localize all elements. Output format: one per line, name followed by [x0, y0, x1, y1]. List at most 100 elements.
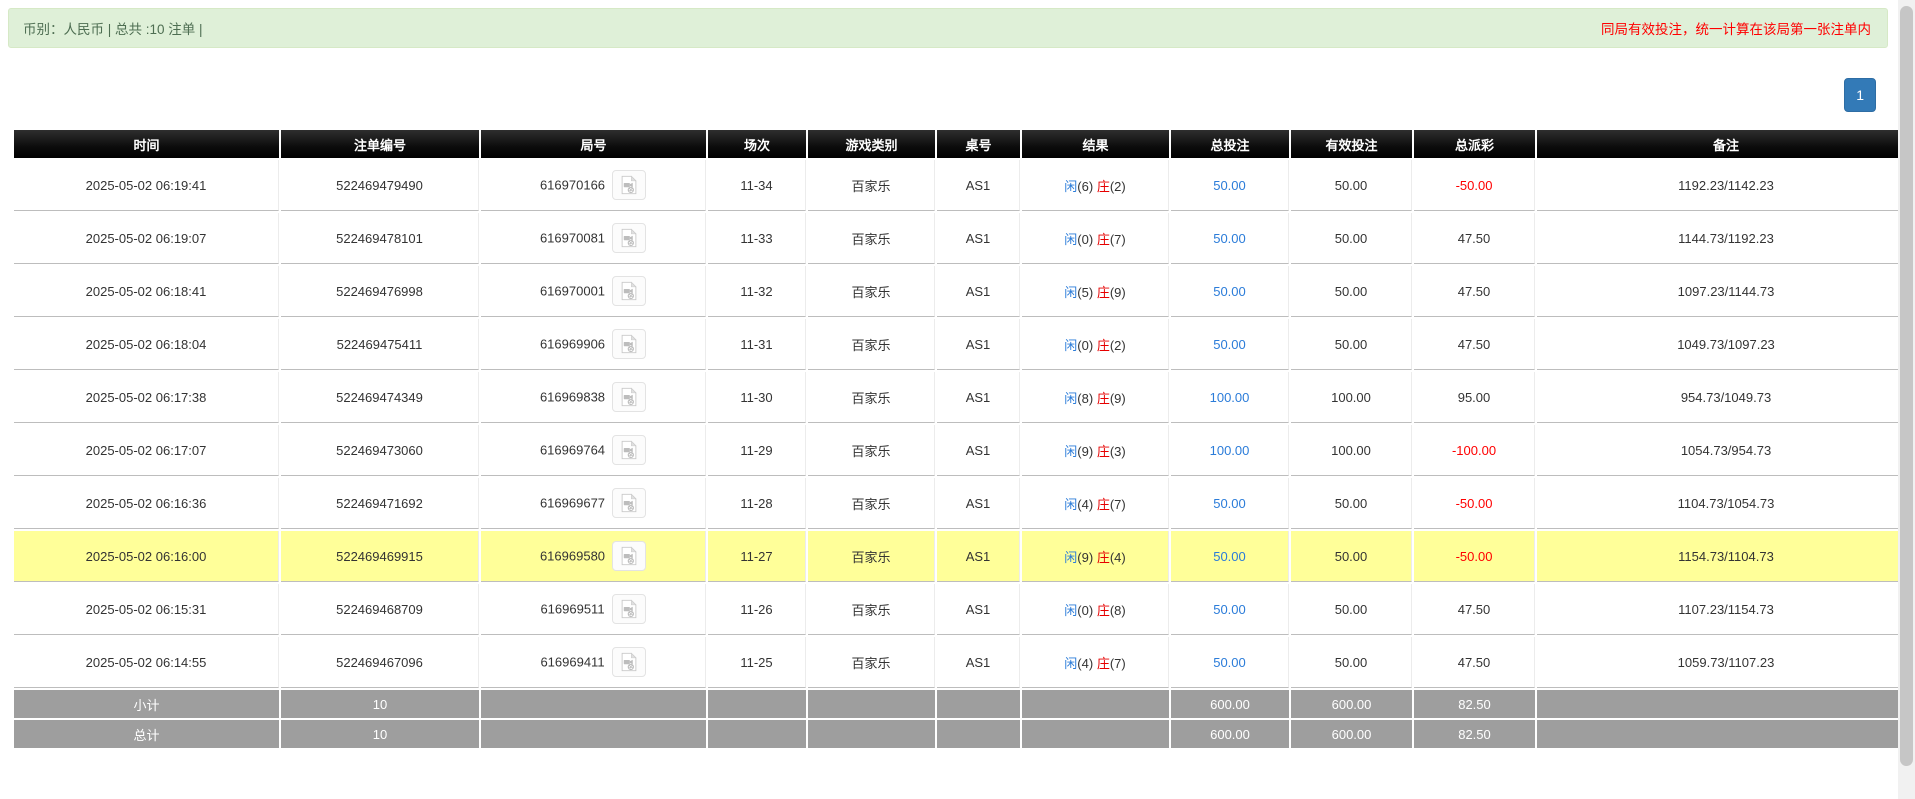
page-1-button[interactable]: 1: [1844, 78, 1876, 112]
result-banker-points: (9): [1109, 390, 1126, 406]
result-banker: 庄: [1096, 231, 1110, 247]
video-file-icon: [618, 439, 640, 461]
payout-cell: -100.00: [1414, 425, 1535, 476]
table-no-cell: AS1: [937, 319, 1020, 370]
game-type-cell: 百家乐: [808, 478, 935, 529]
video-file-icon: [618, 545, 640, 567]
result-banker: 庄: [1096, 443, 1110, 459]
time-cell: 2025-05-02 06:18:04: [14, 319, 279, 370]
round-id: 616969838: [539, 389, 606, 405]
result-player-points: (8): [1077, 390, 1094, 406]
payout-cell: 47.50: [1414, 213, 1535, 264]
currency-total-summary: 币别：人民币 | 总共 :10 注单 |: [23, 22, 203, 37]
result-player: 闲: [1064, 496, 1078, 512]
table-row: 2025-05-02 06:19:41 522469479490 6169701…: [14, 160, 1915, 211]
video-replay-button[interactable]: [612, 276, 647, 306]
video-file-icon: [618, 227, 640, 249]
game-type-cell: 百家乐: [808, 425, 935, 476]
subtotal-row: 小计 10 600.00 600.00 82.50: [14, 690, 1915, 718]
column-header-remark: 备注: [1537, 130, 1915, 158]
result-cell: 闲(0) 庄(2): [1022, 319, 1169, 370]
column-header-total-bet: 总投注: [1171, 130, 1289, 158]
round-cell: 616970081: [481, 213, 706, 264]
table-header: 时间 注单编号 局号 场次 游戏类别 桌号 结果 总投注 有效投注 总派彩 备注: [14, 130, 1915, 158]
video-replay-button[interactable]: [612, 435, 647, 465]
table-no-cell: AS1: [937, 584, 1020, 635]
payout-cell: -50.00: [1414, 160, 1535, 211]
result-cell: 闲(4) 庄(7): [1022, 637, 1169, 688]
subtotal-label: 小计: [14, 690, 279, 718]
table-row: 2025-05-02 06:14:55 522469467096 6169694…: [14, 637, 1915, 688]
video-replay-button[interactable]: [612, 223, 647, 253]
column-header-bet-id: 注单编号: [281, 130, 479, 158]
valid-bet-cell: 50.00: [1291, 637, 1412, 688]
video-replay-button[interactable]: [612, 170, 647, 200]
round-id: 616969580: [539, 548, 606, 564]
round-cell: 616969580: [481, 531, 706, 582]
game-type-cell: 百家乐: [808, 372, 935, 423]
total-empty-result: [1022, 720, 1169, 748]
result-player: 闲: [1064, 284, 1078, 300]
valid-bet-cell: 50.00: [1291, 531, 1412, 582]
subtotal-empty-result: [1022, 690, 1169, 718]
result-player: 闲: [1064, 390, 1078, 406]
video-replay-button[interactable]: [612, 329, 647, 359]
total-valid-bet: 600.00: [1291, 720, 1412, 748]
result-player: 闲: [1064, 549, 1078, 565]
time-cell: 2025-05-02 06:16:36: [14, 478, 279, 529]
subtotal-total-bet: 600.00: [1171, 690, 1289, 718]
round-id: 616969511: [540, 601, 605, 617]
subtotal-valid-bet: 600.00: [1291, 690, 1412, 718]
payout-cell: 95.00: [1414, 372, 1535, 423]
video-file-icon: [618, 386, 640, 408]
valid-bet-cell: 50.00: [1291, 478, 1412, 529]
bet-id-cell: 522469468709: [281, 584, 479, 635]
round-id: 616969764: [539, 442, 606, 458]
remark-cell: 1107.23/1154.73: [1537, 584, 1915, 635]
result-cell: 闲(0) 庄(8): [1022, 584, 1169, 635]
video-replay-button[interactable]: [612, 541, 647, 571]
result-cell: 闲(0) 庄(7): [1022, 213, 1169, 264]
table-no-cell: AS1: [937, 160, 1020, 211]
result-cell: 闲(5) 庄(9): [1022, 266, 1169, 317]
bet-id-cell: 522469478101: [281, 213, 479, 264]
table-row: 2025-05-02 06:15:31 522469468709 6169695…: [14, 584, 1915, 635]
session-cell: 11-25: [708, 637, 806, 688]
vertical-scrollbar[interactable]: [1898, 0, 1915, 799]
video-replay-button[interactable]: [611, 647, 646, 677]
payout-cell: 47.50: [1414, 319, 1535, 370]
remark-cell: 1154.73/1104.73: [1537, 531, 1915, 582]
bet-id-cell: 522469469915: [281, 531, 479, 582]
result-player-points: (0): [1077, 602, 1094, 618]
settlement-note: 同局有效投注，统一计算在该局第一张注单内: [1601, 22, 1871, 37]
video-replay-button[interactable]: [612, 382, 647, 412]
result-player-points: (0): [1077, 337, 1094, 353]
total-bet-cell: 50.00: [1171, 637, 1289, 688]
game-type-cell: 百家乐: [808, 584, 935, 635]
result-banker: 庄: [1096, 655, 1110, 671]
result-cell: 闲(6) 庄(2): [1022, 160, 1169, 211]
total-bet-cell: 100.00: [1171, 425, 1289, 476]
round-cell: 616970166: [481, 160, 706, 211]
round-cell: 616969677: [481, 478, 706, 529]
result-banker-points: (8): [1109, 602, 1126, 618]
column-header-payout: 总派彩: [1414, 130, 1535, 158]
total-payout: 82.50: [1414, 720, 1535, 748]
bet-id-cell: 522469467096: [281, 637, 479, 688]
payout-cell: -50.00: [1414, 478, 1535, 529]
round-id: 616970166: [539, 177, 606, 193]
total-bet-cell: 50.00: [1171, 584, 1289, 635]
game-type-cell: 百家乐: [808, 319, 935, 370]
bet-id-cell: 522469474349: [281, 372, 479, 423]
result-player: 闲: [1064, 602, 1078, 618]
video-replay-button[interactable]: [611, 594, 646, 624]
remark-cell: 1097.23/1144.73: [1537, 266, 1915, 317]
time-cell: 2025-05-02 06:18:41: [14, 266, 279, 317]
round-id: 616969906: [539, 336, 606, 352]
remark-cell: 1192.23/1142.23: [1537, 160, 1915, 211]
session-cell: 11-27: [708, 531, 806, 582]
total-label: 总计: [14, 720, 279, 748]
video-replay-button[interactable]: [612, 488, 647, 518]
total-bet-cell: 50.00: [1171, 266, 1289, 317]
scrollbar-thumb[interactable]: [1900, 6, 1913, 766]
